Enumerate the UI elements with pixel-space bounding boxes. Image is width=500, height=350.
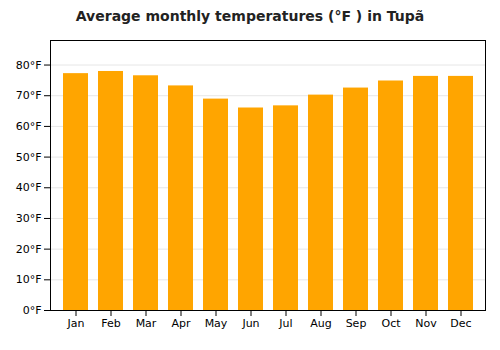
svg-text:50°F: 50°F	[16, 151, 42, 164]
svg-text:Aug: Aug	[310, 317, 331, 330]
svg-text:40°F: 40°F	[16, 181, 42, 194]
svg-text:Nov: Nov	[415, 317, 437, 330]
svg-text:10°F: 10°F	[16, 273, 42, 286]
html-text:Average monthly temperatures (: Average monthly temperatures (°F ) in Tu…	[75, 8, 425, 24]
svg-text:20°F: 20°F	[16, 243, 42, 256]
svg-text:Dec: Dec	[450, 317, 471, 330]
svg-text:80°F: 80°F	[16, 59, 42, 72]
svg-text:30°F: 30°F	[16, 212, 42, 225]
svg-text:Jun: Jun	[241, 317, 259, 330]
svg-text:Sep: Sep	[346, 317, 367, 330]
svg-text:Oct: Oct	[381, 317, 401, 330]
svg-text:Jul: Jul	[278, 317, 292, 330]
svg-text:Apr: Apr	[171, 317, 191, 330]
svg-text:Jan: Jan	[67, 317, 85, 330]
svg-text:0°F: 0°F	[23, 304, 42, 317]
svg-text:70°F: 70°F	[16, 89, 42, 102]
svg-text:60°F: 60°F	[16, 120, 42, 133]
svg-text:Feb: Feb	[101, 317, 120, 330]
svg-text:May: May	[205, 317, 228, 330]
svg-text:Mar: Mar	[136, 317, 157, 330]
